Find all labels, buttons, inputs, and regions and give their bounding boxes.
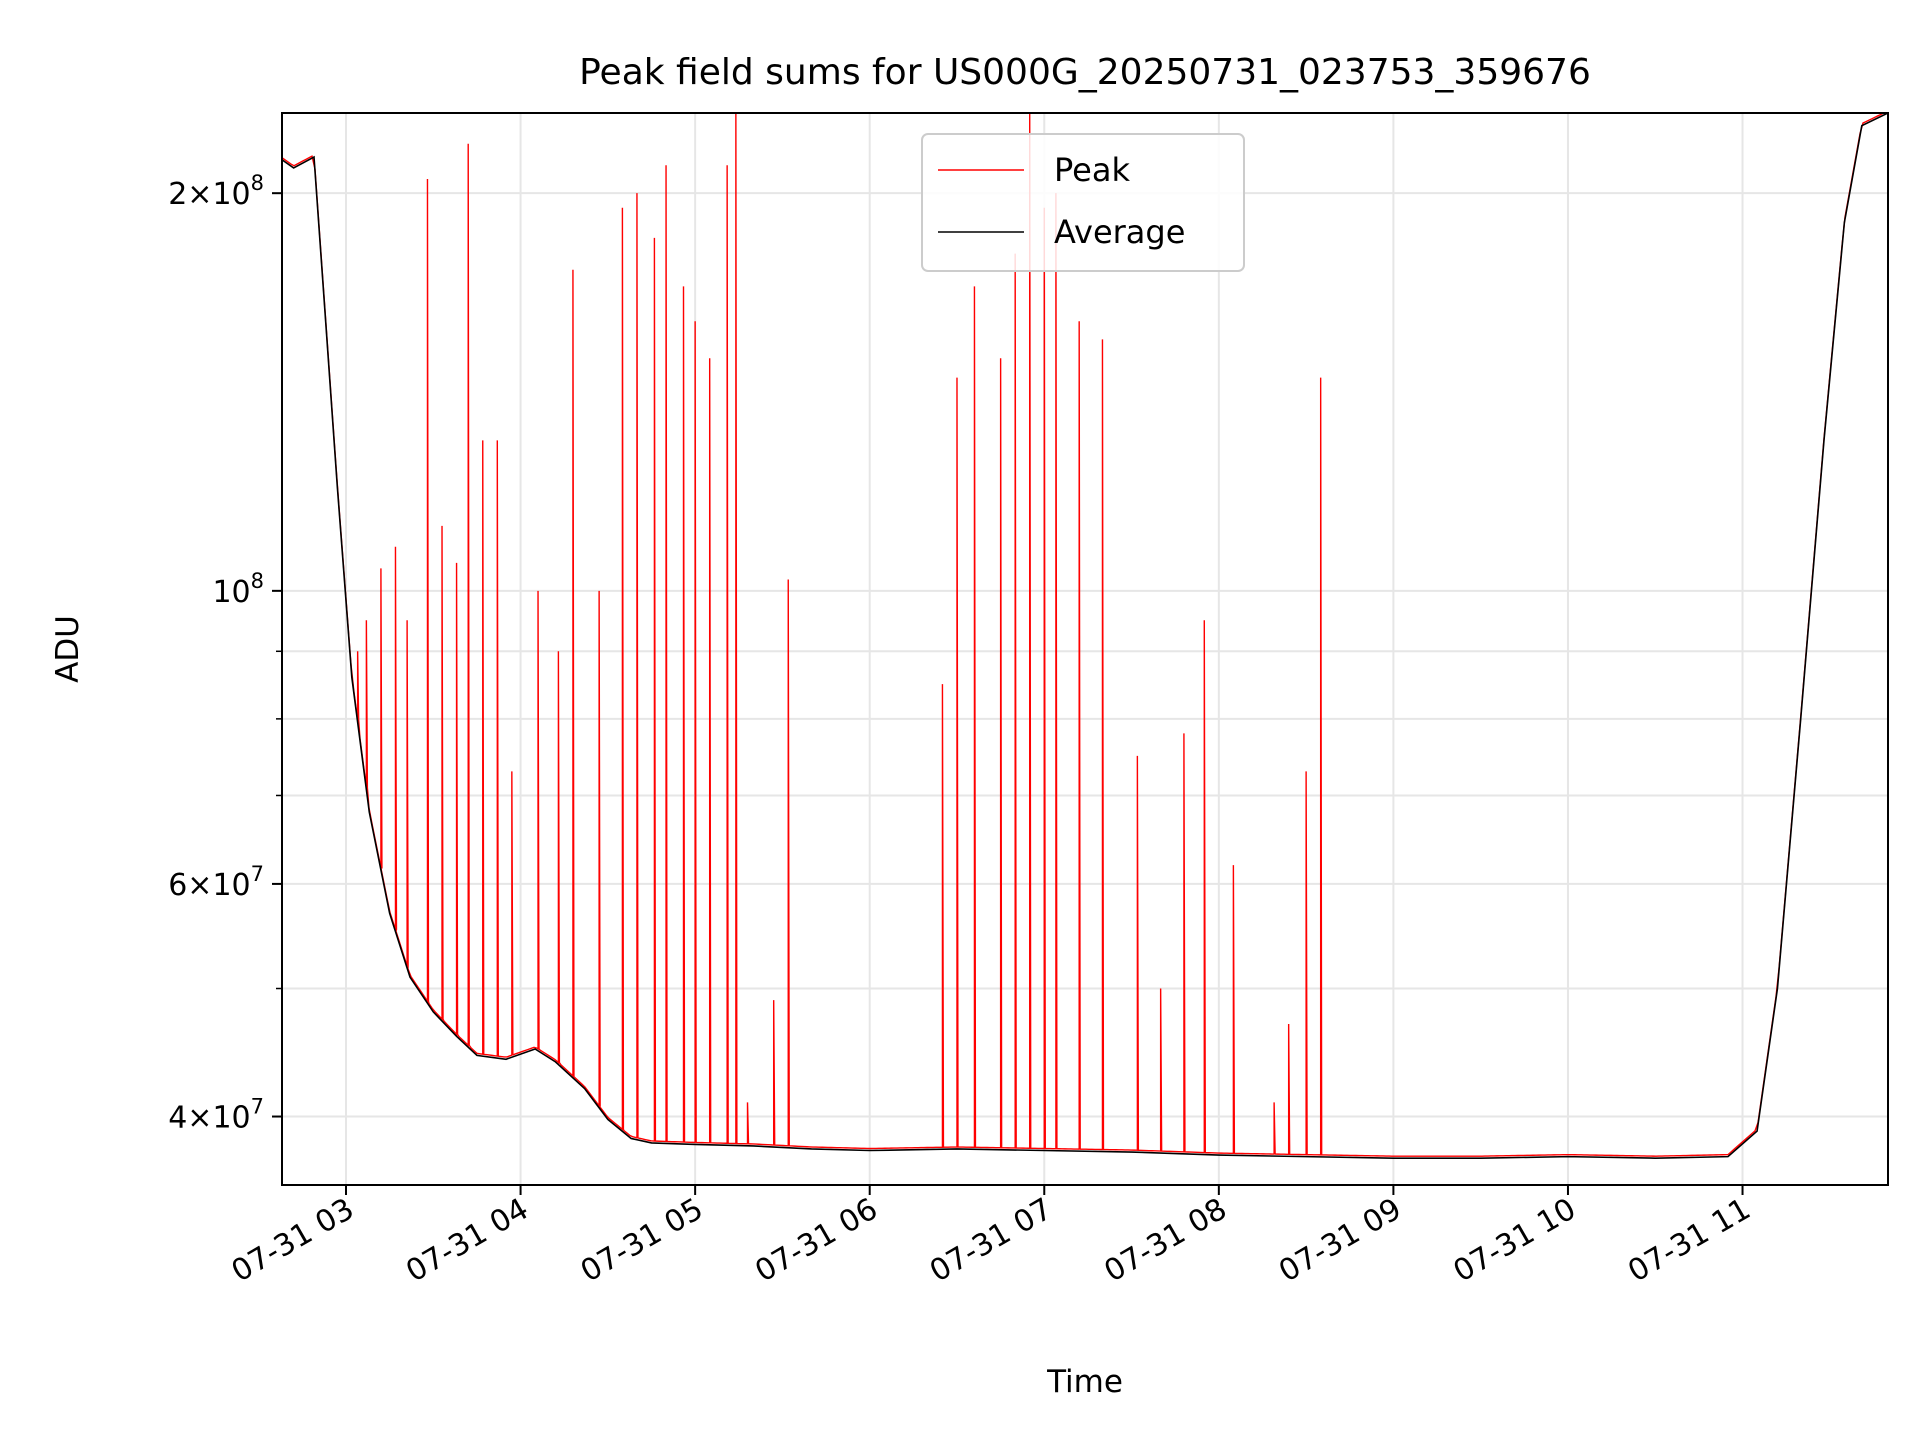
legend: Peak Average	[921, 133, 1245, 272]
legend-label-peak: Peak	[1054, 151, 1130, 189]
x-axis-label: Time	[1046, 1364, 1123, 1400]
grid-lines	[282, 113, 1888, 1185]
series-peak-line	[282, 113, 1886, 1157]
chart-title: Peak field sums for US000G_20250731_0237…	[579, 52, 1591, 93]
series-layer	[282, 113, 1888, 1159]
plot-frame	[281, 112, 1889, 1186]
y-axis-label: ADU	[50, 615, 86, 683]
y-tick-label: 4×107	[168, 1095, 264, 1136]
y-tick-label: 6×107	[168, 862, 264, 903]
legend-box	[921, 133, 1245, 272]
y-tick-label: 2×108	[168, 171, 264, 212]
y-tick-label: 108	[212, 569, 264, 610]
legend-label-average: Average	[1054, 213, 1185, 251]
series-average-line	[282, 113, 1888, 1159]
